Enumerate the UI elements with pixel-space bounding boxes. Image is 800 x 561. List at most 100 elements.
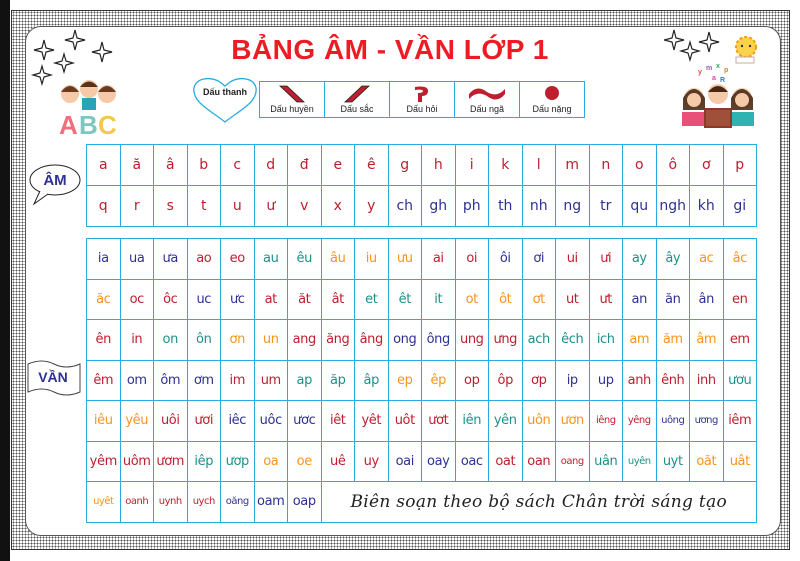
page-title: BẢNG ÂM - VẦN LỚP 1 bbox=[231, 34, 549, 65]
am-cell: p bbox=[722, 144, 757, 186]
van-cell: ao bbox=[186, 238, 221, 280]
van-cell: au bbox=[253, 238, 288, 280]
van-cell: iêt bbox=[320, 400, 355, 442]
am-row: q r s t u ư v x y ch gh ph th nh ng tr qu ngh kh gi bbox=[86, 185, 757, 227]
van-cell: ưi bbox=[588, 238, 623, 280]
am-cell: k bbox=[488, 144, 523, 186]
kids-abc-illustration: A B C bbox=[59, 80, 117, 136]
van-cell: ôc bbox=[153, 278, 188, 320]
am-cell: ê bbox=[354, 144, 389, 186]
svg-text:A: A bbox=[59, 110, 78, 136]
van-cell: ươm bbox=[153, 440, 188, 482]
van-cell: ưu bbox=[387, 238, 422, 280]
am-cell: o bbox=[622, 144, 657, 186]
van-cell: uôn bbox=[521, 400, 556, 442]
am-cell: u bbox=[220, 185, 255, 227]
van-cell: ươu bbox=[722, 359, 757, 401]
van-cell: up bbox=[588, 359, 623, 401]
tone-label: Dấu hỏi bbox=[406, 104, 438, 114]
am-cell: gh bbox=[421, 185, 456, 227]
am-cell: ă bbox=[119, 144, 154, 186]
van-cell: im bbox=[220, 359, 255, 401]
van-cell: ươi bbox=[186, 400, 221, 442]
van-cell: uyên bbox=[622, 440, 657, 482]
van-cell: ưa bbox=[153, 238, 188, 280]
acute-accent-icon bbox=[343, 85, 371, 103]
van-cell: âp bbox=[354, 359, 389, 401]
van-cell: âc bbox=[722, 238, 757, 280]
tilde-icon bbox=[469, 88, 505, 100]
van-cell: uân bbox=[588, 440, 623, 482]
van-cell: yêm bbox=[86, 440, 121, 482]
kids-reading-illustration: ym xp a R bbox=[682, 63, 754, 128]
van-cell: yêng bbox=[622, 400, 657, 442]
van-cell: ưng bbox=[488, 319, 523, 361]
van-cell: iên bbox=[454, 400, 489, 442]
van-cell: ot bbox=[454, 278, 489, 320]
van-cell: iu bbox=[354, 238, 389, 280]
am-cell: a bbox=[86, 144, 121, 186]
tone-label: Dấu sắc bbox=[340, 104, 374, 114]
am-cell: v bbox=[287, 185, 322, 227]
am-cell: qu bbox=[622, 185, 657, 227]
am-cell: â bbox=[153, 144, 188, 186]
van-cell: êu bbox=[287, 238, 322, 280]
van-cell: ac bbox=[689, 238, 724, 280]
van-cell: uôt bbox=[387, 400, 422, 442]
van-cell: et bbox=[354, 278, 389, 320]
van-cell: ương bbox=[689, 400, 724, 442]
van-cell: ôm bbox=[153, 359, 188, 401]
van-cell: ơt bbox=[521, 278, 556, 320]
van-cell: iêng bbox=[588, 400, 623, 442]
van-cell: ơn bbox=[220, 319, 255, 361]
van-cell: ôp bbox=[488, 359, 523, 401]
van-cell: an bbox=[622, 278, 657, 320]
van-cell: ia bbox=[86, 238, 121, 280]
van-cell: oe bbox=[287, 440, 322, 482]
tone-nang: Dấu nặng bbox=[520, 82, 584, 117]
van-cell: oc bbox=[119, 278, 154, 320]
van-cell: oang bbox=[555, 440, 590, 482]
van-cell: âm bbox=[689, 319, 724, 361]
van-cell: âng bbox=[354, 319, 389, 361]
van-row: ăc oc ôc uc ưc at ăt ât et êt it ot ôt ơt ut ưt an ăn ân en bbox=[86, 278, 757, 320]
am-cell: t bbox=[186, 185, 221, 227]
van-cell: iêm bbox=[722, 400, 757, 442]
van-cell: um bbox=[253, 359, 288, 401]
van-cell: on bbox=[153, 319, 188, 361]
am-cell: nh bbox=[521, 185, 556, 227]
tone-hoi: Dấu hỏi bbox=[390, 82, 455, 117]
van-cell: uych bbox=[186, 481, 221, 523]
van-cell: ut bbox=[555, 278, 590, 320]
flag-banner-icon bbox=[27, 360, 81, 396]
van-row: ên in on ôn ơn un ang ăng âng ong ông ung ưng ach êch i… bbox=[86, 319, 757, 361]
van-cell: ăm bbox=[655, 319, 690, 361]
am-cell: h bbox=[421, 144, 456, 186]
tone-label: Dấu huyền bbox=[270, 104, 314, 114]
van-cell: ôn bbox=[186, 319, 221, 361]
van-cell: êch bbox=[555, 319, 590, 361]
tone-marks-table: Dấu huyền Dấu sắc Dấu hỏi Dấu ngã Dấu nặ… bbox=[259, 81, 585, 118]
tone-label: Dấu nặng bbox=[532, 104, 572, 114]
van-cell: ăp bbox=[320, 359, 355, 401]
van-cell: êp bbox=[421, 359, 456, 401]
van-cell: ươt bbox=[421, 400, 456, 442]
van-cell: yêu bbox=[119, 400, 154, 442]
am-cell: ch bbox=[387, 185, 422, 227]
van-cell: oam bbox=[253, 481, 288, 523]
van-cell: ăng bbox=[320, 319, 355, 361]
am-cell: tr bbox=[588, 185, 623, 227]
van-cell: am bbox=[622, 319, 657, 361]
van-cell: inh bbox=[689, 359, 724, 401]
svg-text:C: C bbox=[98, 110, 117, 136]
am-cell: e bbox=[320, 144, 355, 186]
am-cell: th bbox=[488, 185, 523, 227]
van-cell: ep bbox=[387, 359, 422, 401]
am-cell: x bbox=[320, 185, 355, 227]
van-cell: uôm bbox=[119, 440, 154, 482]
van-cell: ơm bbox=[186, 359, 221, 401]
credit-text: Biên soạn theo bộ sách Chân trời sáng tạ… bbox=[320, 481, 757, 523]
tone-nga: Dấu ngã bbox=[455, 82, 520, 117]
van-cell: ăt bbox=[287, 278, 322, 320]
